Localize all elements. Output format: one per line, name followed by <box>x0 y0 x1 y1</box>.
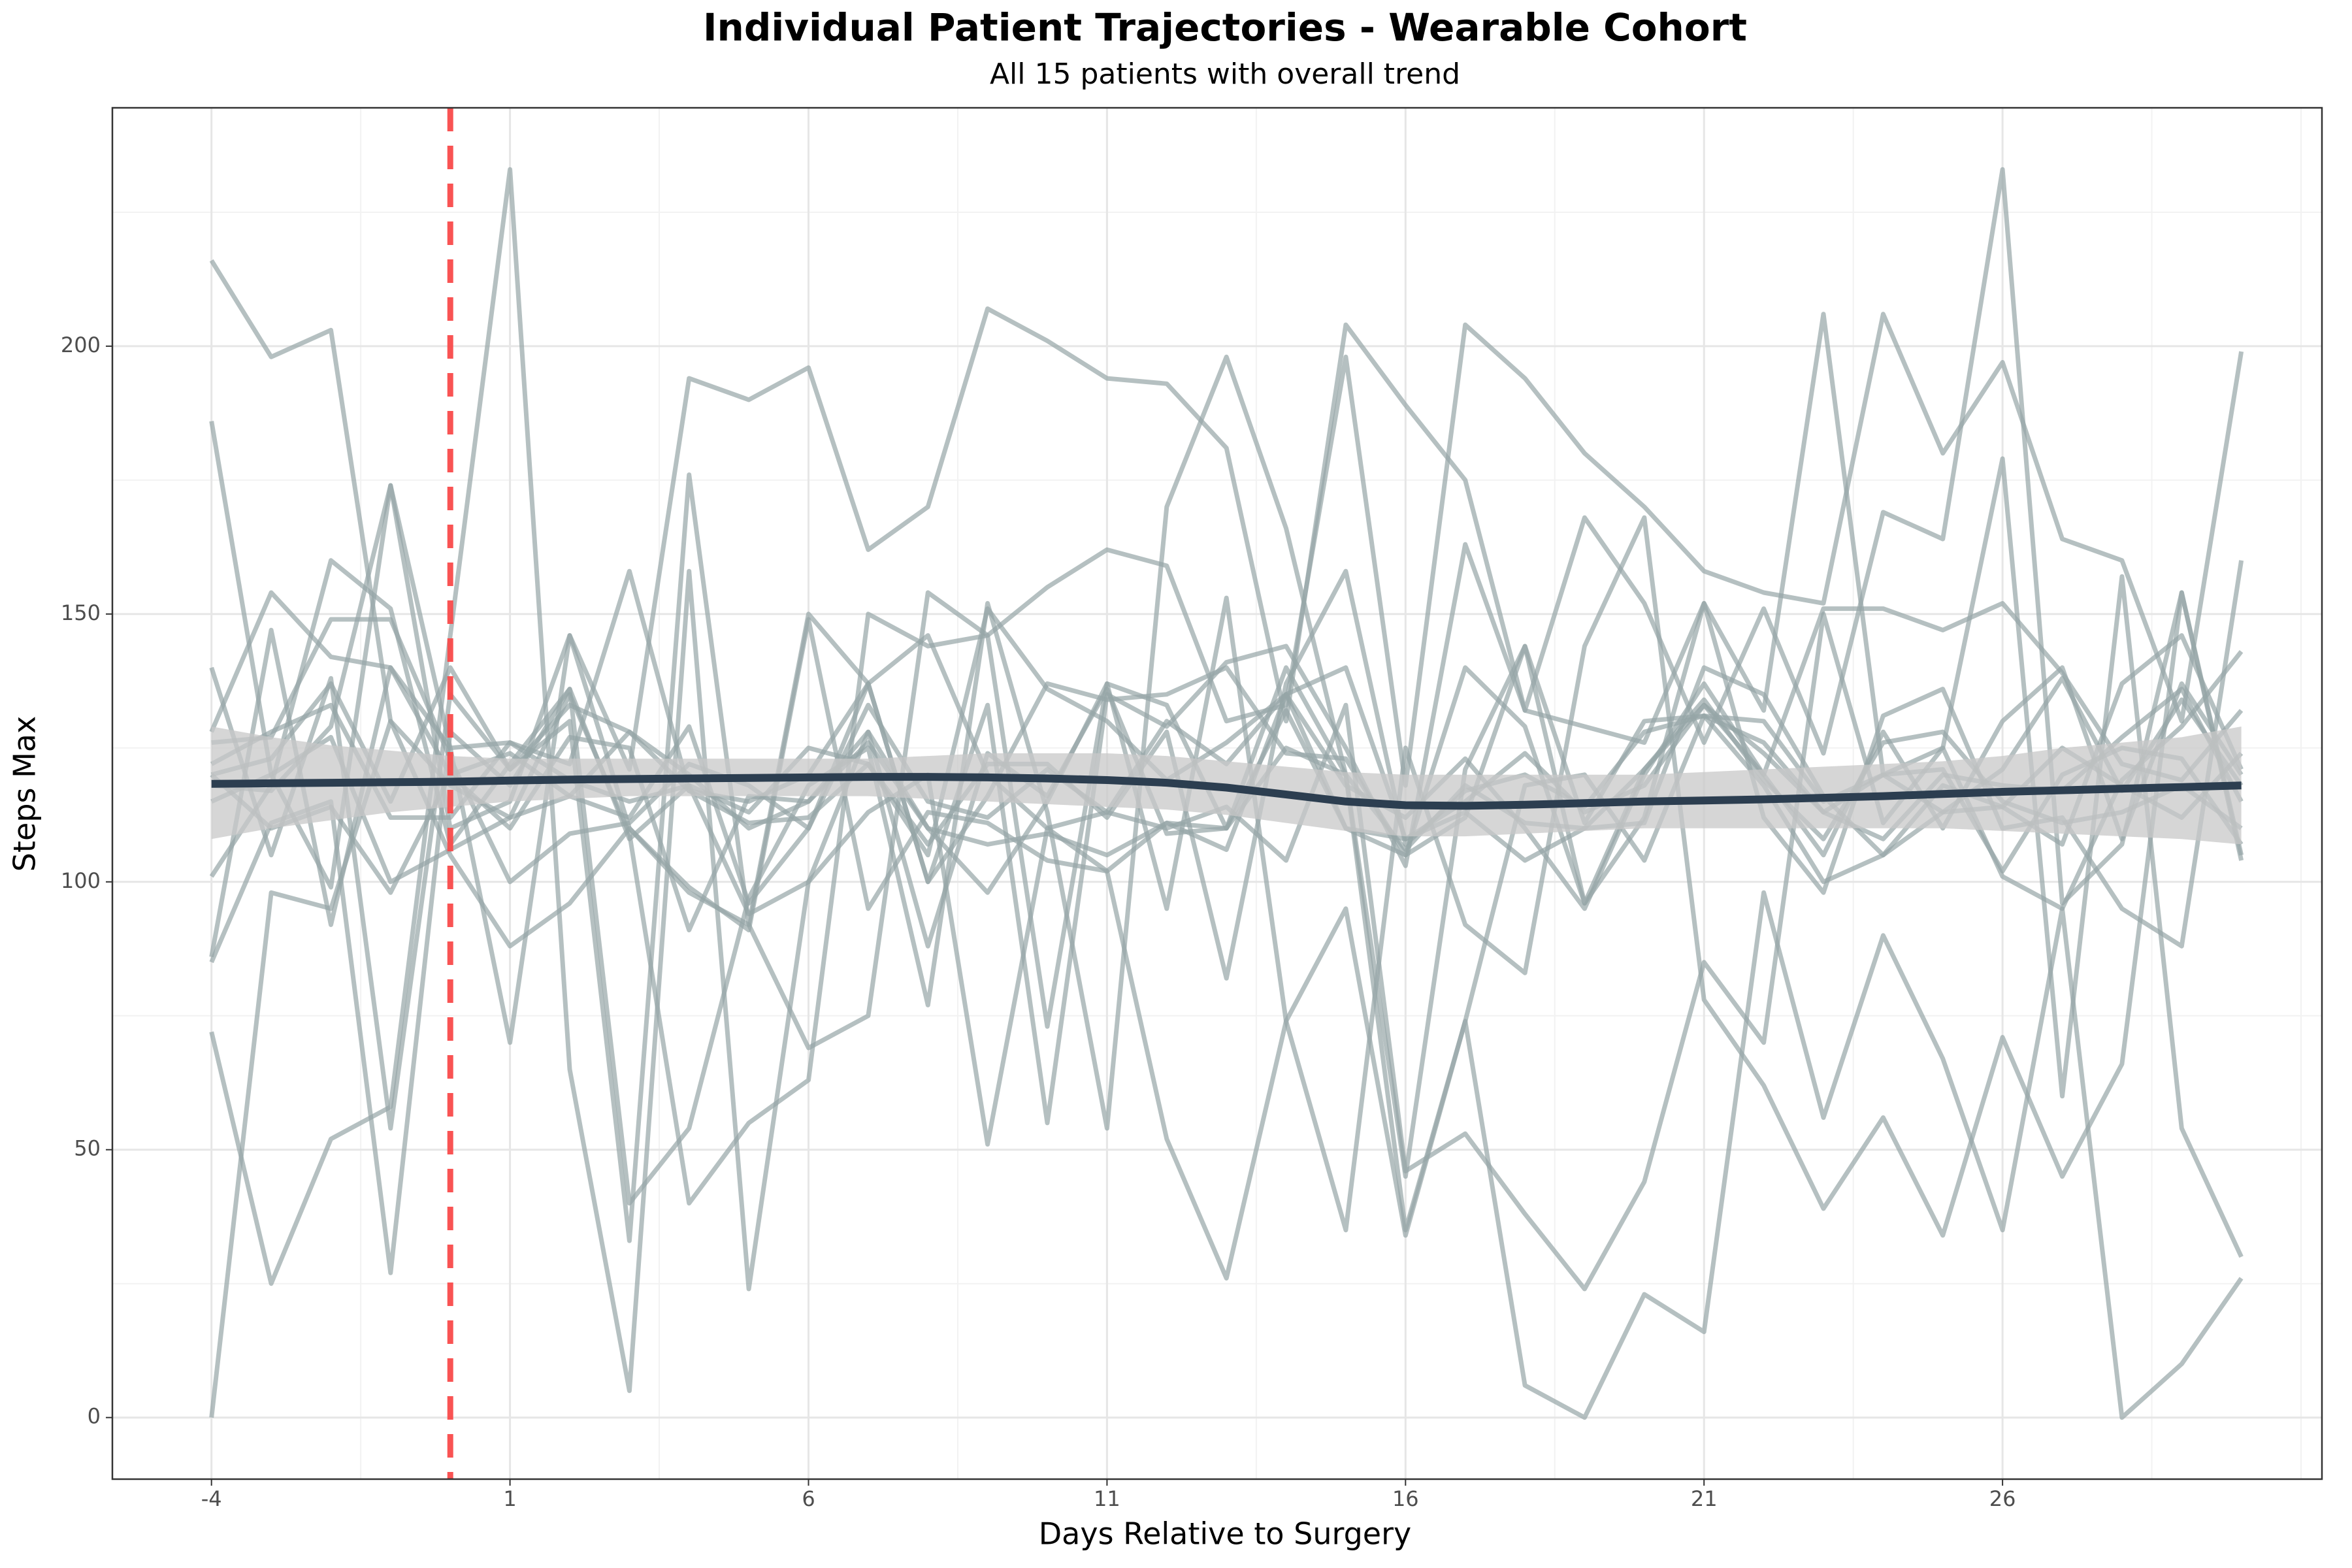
x-tick-label: 21 <box>1691 1486 1718 1511</box>
chart-subtitle: All 15 patients with overall trend <box>990 57 1460 91</box>
patient-line <box>210 665 2243 895</box>
y-tick-label: 50 <box>74 1136 101 1161</box>
x-axis-label: Days Relative to Surgery <box>1039 1516 1411 1552</box>
x-tick-label: 6 <box>802 1486 815 1511</box>
y-tick-label: 200 <box>61 333 101 357</box>
y-tick-label: 100 <box>61 868 101 893</box>
x-tick-label: -4 <box>201 1486 222 1511</box>
x-tick-label: 16 <box>1392 1486 1419 1511</box>
patient-line <box>209 515 2244 1418</box>
x-tick-label: 26 <box>1989 1486 2016 1511</box>
patient-line <box>209 472 2244 1243</box>
trend-line <box>211 773 2242 810</box>
y-tick-label: 0 <box>88 1404 101 1429</box>
x-tick-label: 11 <box>1094 1486 1120 1511</box>
plot-border <box>111 106 2323 1480</box>
x-tick-label: 1 <box>503 1486 516 1511</box>
chart-title: Individual Patient Trajectories - Wearab… <box>703 5 1747 50</box>
y-axis-label: Steps Max <box>7 716 42 872</box>
y-tick-label: 150 <box>61 600 101 625</box>
